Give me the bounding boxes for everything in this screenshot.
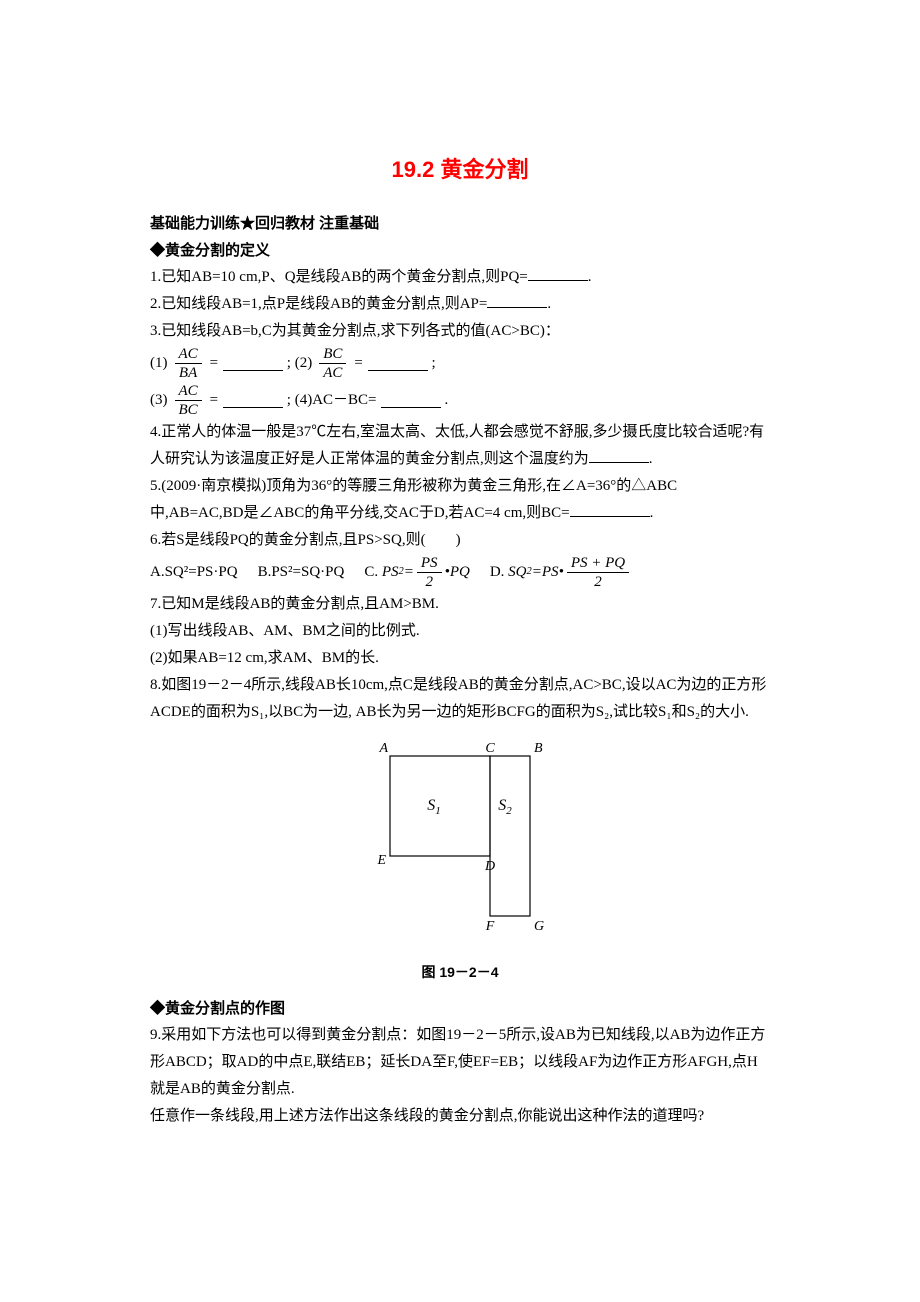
label-c: C: [485, 741, 495, 756]
label-e: E: [376, 853, 386, 868]
question-7: 7.已知M是线段AB的黄金分割点,且AM>BM.: [150, 591, 770, 618]
q3-line2: (3) AC BC = ; (4)AC－BC= .: [150, 382, 770, 419]
frac-ac-bc: AC BC: [175, 382, 202, 419]
frac-bc-ac: BC AC: [319, 345, 346, 382]
frac-pspq-2: PS + PQ 2: [567, 554, 629, 591]
frac-num: BC: [319, 345, 346, 364]
q3-4-blank: [381, 393, 441, 408]
section-header-definition: ◆黄金分割的定义: [150, 237, 770, 264]
opt-c-prefix: C.: [364, 559, 378, 586]
question-7-1: (1)写出线段AB、AM、BM之间的比例式.: [150, 618, 770, 645]
ps-var: PS: [542, 559, 559, 586]
q2-blank: [487, 293, 547, 308]
page-title: 19.2 黄金分割: [150, 150, 770, 190]
q6-opt-a: A.SQ²=PS·PQ: [150, 559, 238, 586]
eq: =: [532, 559, 542, 586]
eq-sign: =: [209, 350, 219, 377]
q3-3-suffix: ; (4)AC－BC=: [287, 387, 377, 414]
q3-3-blank: [223, 393, 283, 408]
frac-den: 2: [590, 573, 606, 591]
rect-bcfg: [490, 756, 530, 916]
frac-num: AC: [175, 382, 202, 401]
frac-ps-2: PS 2: [417, 554, 442, 591]
label-s2: S2: [498, 797, 512, 817]
q6-options: A.SQ²=PS·PQ B.PS²=SQ·PQ C. PS2 = PS 2 • …: [150, 554, 770, 591]
pq-var: PQ: [450, 559, 470, 586]
eq-sign: =: [209, 387, 219, 414]
q3-1-prefix: (1): [150, 350, 168, 377]
frac-ac-ba: AC BA: [175, 345, 202, 382]
frac-num: PS + PQ: [567, 554, 629, 573]
question-5: 5.(2009·南京模拟)顶角为36°的等腰三角形被称为黄金三角形,在∠A=36…: [150, 473, 770, 527]
question-2: 2.已知线段AB=1,点P是线段AB的黄金分割点,则AP=.: [150, 291, 770, 318]
frac-num: PS: [417, 554, 442, 573]
q3-3-prefix: (3): [150, 387, 168, 414]
q6-opt-c: C. PS2 = PS 2 • PQ: [364, 554, 470, 591]
sq-var: SQ: [508, 559, 526, 586]
eq: =: [404, 559, 414, 586]
label-s1: S1: [427, 797, 441, 817]
question-1: 1.已知AB=10 cm,P、Q是线段AB的两个黄金分割点,则PQ=.: [150, 264, 770, 291]
q1-blank: [528, 266, 588, 281]
question-4: 4.正常人的体温一般是37℃左右,室温太高、太低,人都会感觉不舒服,多少摄氏度比…: [150, 419, 770, 473]
label-a: A: [378, 741, 388, 756]
frac-den: AC: [319, 364, 346, 382]
frac-den: BA: [175, 364, 201, 382]
q2-text: 2.已知线段AB=1,点P是线段AB的黄金分割点,则AP=: [150, 296, 487, 312]
frac-den: BC: [175, 401, 202, 419]
subtitle: 基础能力训练★回归教材 注重基础: [150, 210, 770, 237]
section-header-construction: ◆黄金分割点的作图: [150, 995, 770, 1022]
label-g: G: [534, 919, 544, 934]
q4-text: 4.正常人的体温一般是37℃左右,室温太高、太低,人都会感觉不舒服,多少摄氏度比…: [150, 424, 764, 467]
q5-blank: [570, 502, 650, 517]
q3-2-suffix: ;: [432, 350, 436, 377]
question-9-2: 任意作一条线段,用上述方法作出这条线段的黄金分割点,你能说出这种作法的道理吗?: [150, 1103, 770, 1130]
label-b: B: [534, 741, 543, 756]
q6-opt-b: B.PS²=SQ·PQ: [258, 559, 345, 586]
dot: •: [559, 559, 564, 586]
frac-den: 2: [421, 573, 437, 591]
label-d: D: [484, 859, 495, 874]
figure-svg: A C B E D F G S1 S2: [360, 736, 560, 956]
question-6: 6.若S是线段PQ的黄金分割点,且PS>SQ,则( ): [150, 527, 770, 554]
q3-1-suffix: ; (2): [287, 350, 312, 377]
question-8: 8.如图19－2－4所示,线段AB长10cm,点C是线段AB的黄金分割点,AC>…: [150, 672, 770, 726]
q6-opt-d: D. SQ 2 = PS • PS + PQ 2: [490, 554, 632, 591]
frac-num: AC: [175, 345, 202, 364]
question-7-2: (2)如果AB=12 cm,求AM、BM的长.: [150, 645, 770, 672]
ps-var: PS: [382, 559, 399, 586]
eq-sign: =: [353, 350, 363, 377]
opt-d-prefix: D.: [490, 559, 505, 586]
q3-2-blank: [368, 356, 428, 371]
figure-19-2-4: A C B E D F G S1 S2 图 19－2－4: [150, 736, 770, 985]
label-f: F: [485, 919, 495, 934]
q3-1-blank: [223, 356, 283, 371]
figure-caption: 图 19－2－4: [150, 960, 770, 985]
q3-line1: (1) AC BA = ; (2) BC AC = ;: [150, 345, 770, 382]
q4-blank: [589, 448, 649, 463]
question-3: 3.已知线段AB=b,C为其黄金分割点,求下列各式的值(AC>BC)：: [150, 318, 770, 345]
q1-text: 1.已知AB=10 cm,P、Q是线段AB的两个黄金分割点,则PQ=: [150, 269, 528, 285]
question-9: 9.采用如下方法也可以得到黄金分割点：如图19－2－5所示,设AB为已知线段,以…: [150, 1022, 770, 1103]
